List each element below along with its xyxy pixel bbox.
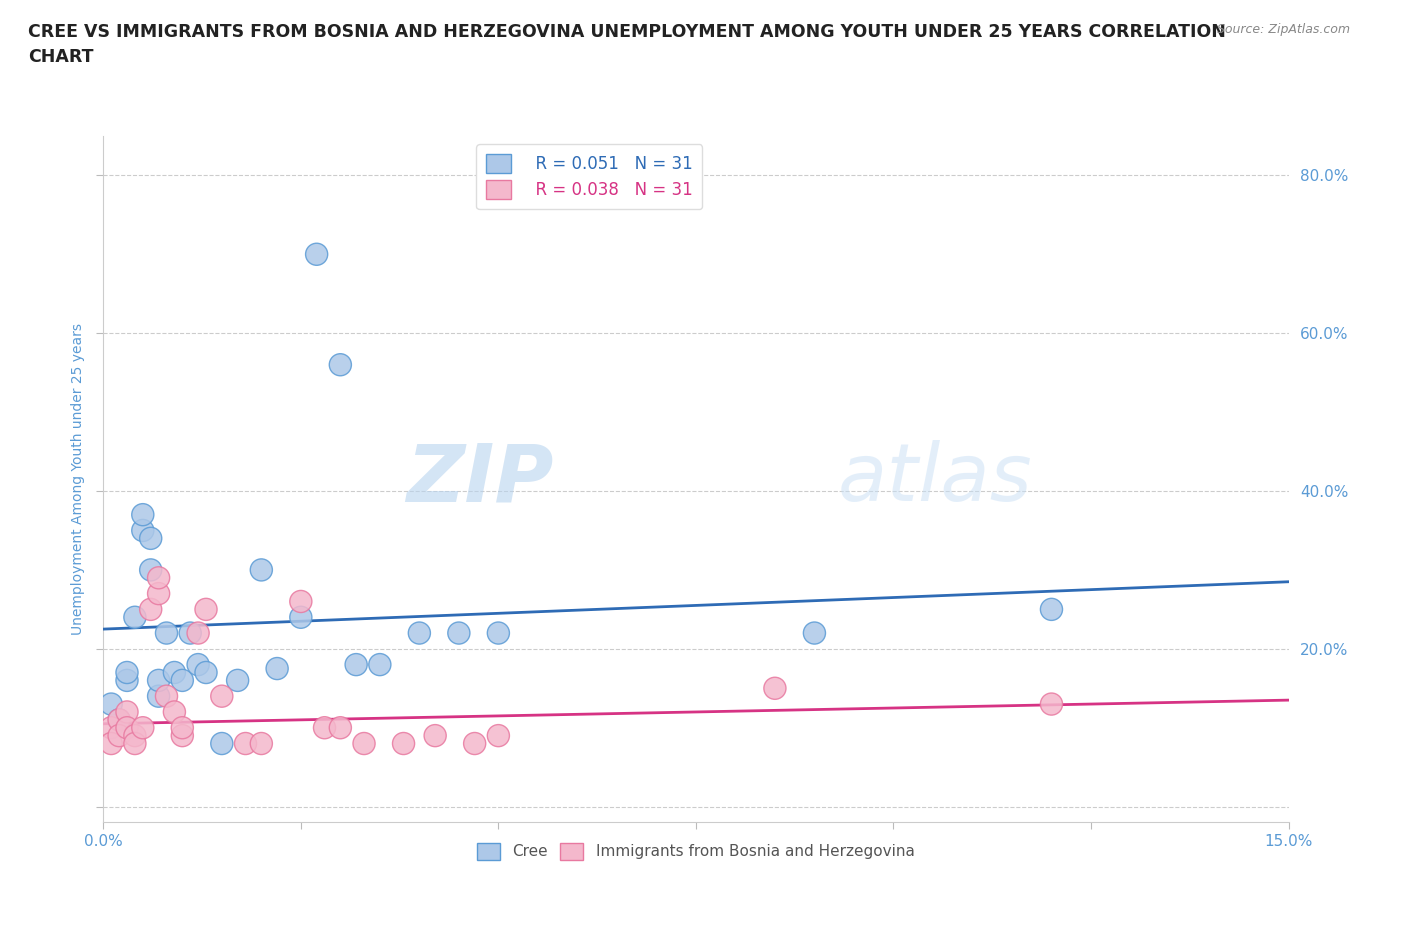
Ellipse shape (803, 622, 825, 644)
Ellipse shape (163, 701, 186, 723)
Ellipse shape (195, 598, 217, 620)
Ellipse shape (156, 685, 177, 707)
Ellipse shape (108, 709, 131, 731)
Ellipse shape (195, 661, 217, 684)
Ellipse shape (187, 622, 209, 644)
Ellipse shape (100, 693, 122, 715)
Ellipse shape (115, 717, 138, 738)
Ellipse shape (139, 598, 162, 620)
Ellipse shape (124, 724, 146, 747)
Text: atlas: atlas (838, 440, 1033, 518)
Ellipse shape (425, 724, 446, 747)
Ellipse shape (115, 670, 138, 691)
Ellipse shape (108, 724, 131, 747)
Ellipse shape (408, 622, 430, 644)
Ellipse shape (172, 717, 194, 738)
Ellipse shape (211, 733, 233, 754)
Ellipse shape (156, 622, 177, 644)
Ellipse shape (172, 670, 194, 691)
Ellipse shape (139, 527, 162, 550)
Ellipse shape (179, 622, 201, 644)
Ellipse shape (344, 654, 367, 676)
Ellipse shape (266, 658, 288, 680)
Ellipse shape (124, 733, 146, 754)
Ellipse shape (447, 622, 470, 644)
Ellipse shape (329, 717, 352, 738)
Legend: Cree, Immigrants from Bosnia and Herzegovina: Cree, Immigrants from Bosnia and Herzego… (471, 836, 921, 866)
Text: CREE VS IMMIGRANTS FROM BOSNIA AND HERZEGOVINA UNEMPLOYMENT AMONG YOUTH UNDER 25: CREE VS IMMIGRANTS FROM BOSNIA AND HERZE… (28, 23, 1226, 66)
Ellipse shape (1040, 693, 1063, 715)
Ellipse shape (488, 622, 509, 644)
Ellipse shape (100, 733, 122, 754)
Ellipse shape (132, 504, 153, 525)
Ellipse shape (290, 591, 312, 613)
Ellipse shape (392, 733, 415, 754)
Ellipse shape (763, 677, 786, 699)
Ellipse shape (250, 733, 273, 754)
Ellipse shape (148, 566, 170, 589)
Ellipse shape (115, 701, 138, 723)
Ellipse shape (172, 724, 194, 747)
Ellipse shape (368, 654, 391, 676)
Ellipse shape (488, 724, 509, 747)
Ellipse shape (353, 733, 375, 754)
Ellipse shape (115, 661, 138, 684)
Ellipse shape (305, 244, 328, 265)
Text: Source: ZipAtlas.com: Source: ZipAtlas.com (1216, 23, 1350, 36)
Ellipse shape (329, 353, 352, 376)
Ellipse shape (314, 717, 336, 738)
Ellipse shape (132, 520, 153, 541)
Ellipse shape (163, 661, 186, 684)
Ellipse shape (226, 670, 249, 691)
Ellipse shape (124, 606, 146, 629)
Ellipse shape (148, 670, 170, 691)
Ellipse shape (290, 606, 312, 629)
Ellipse shape (235, 733, 256, 754)
Text: ZIP: ZIP (406, 440, 554, 518)
Ellipse shape (100, 717, 122, 738)
Ellipse shape (108, 709, 131, 731)
Ellipse shape (464, 733, 485, 754)
Y-axis label: Unemployment Among Youth under 25 years: Unemployment Among Youth under 25 years (72, 323, 86, 635)
Ellipse shape (148, 582, 170, 604)
Ellipse shape (187, 654, 209, 676)
Ellipse shape (148, 685, 170, 707)
Ellipse shape (139, 559, 162, 581)
Ellipse shape (132, 717, 153, 738)
Ellipse shape (211, 685, 233, 707)
Ellipse shape (250, 559, 273, 581)
Ellipse shape (1040, 598, 1063, 620)
